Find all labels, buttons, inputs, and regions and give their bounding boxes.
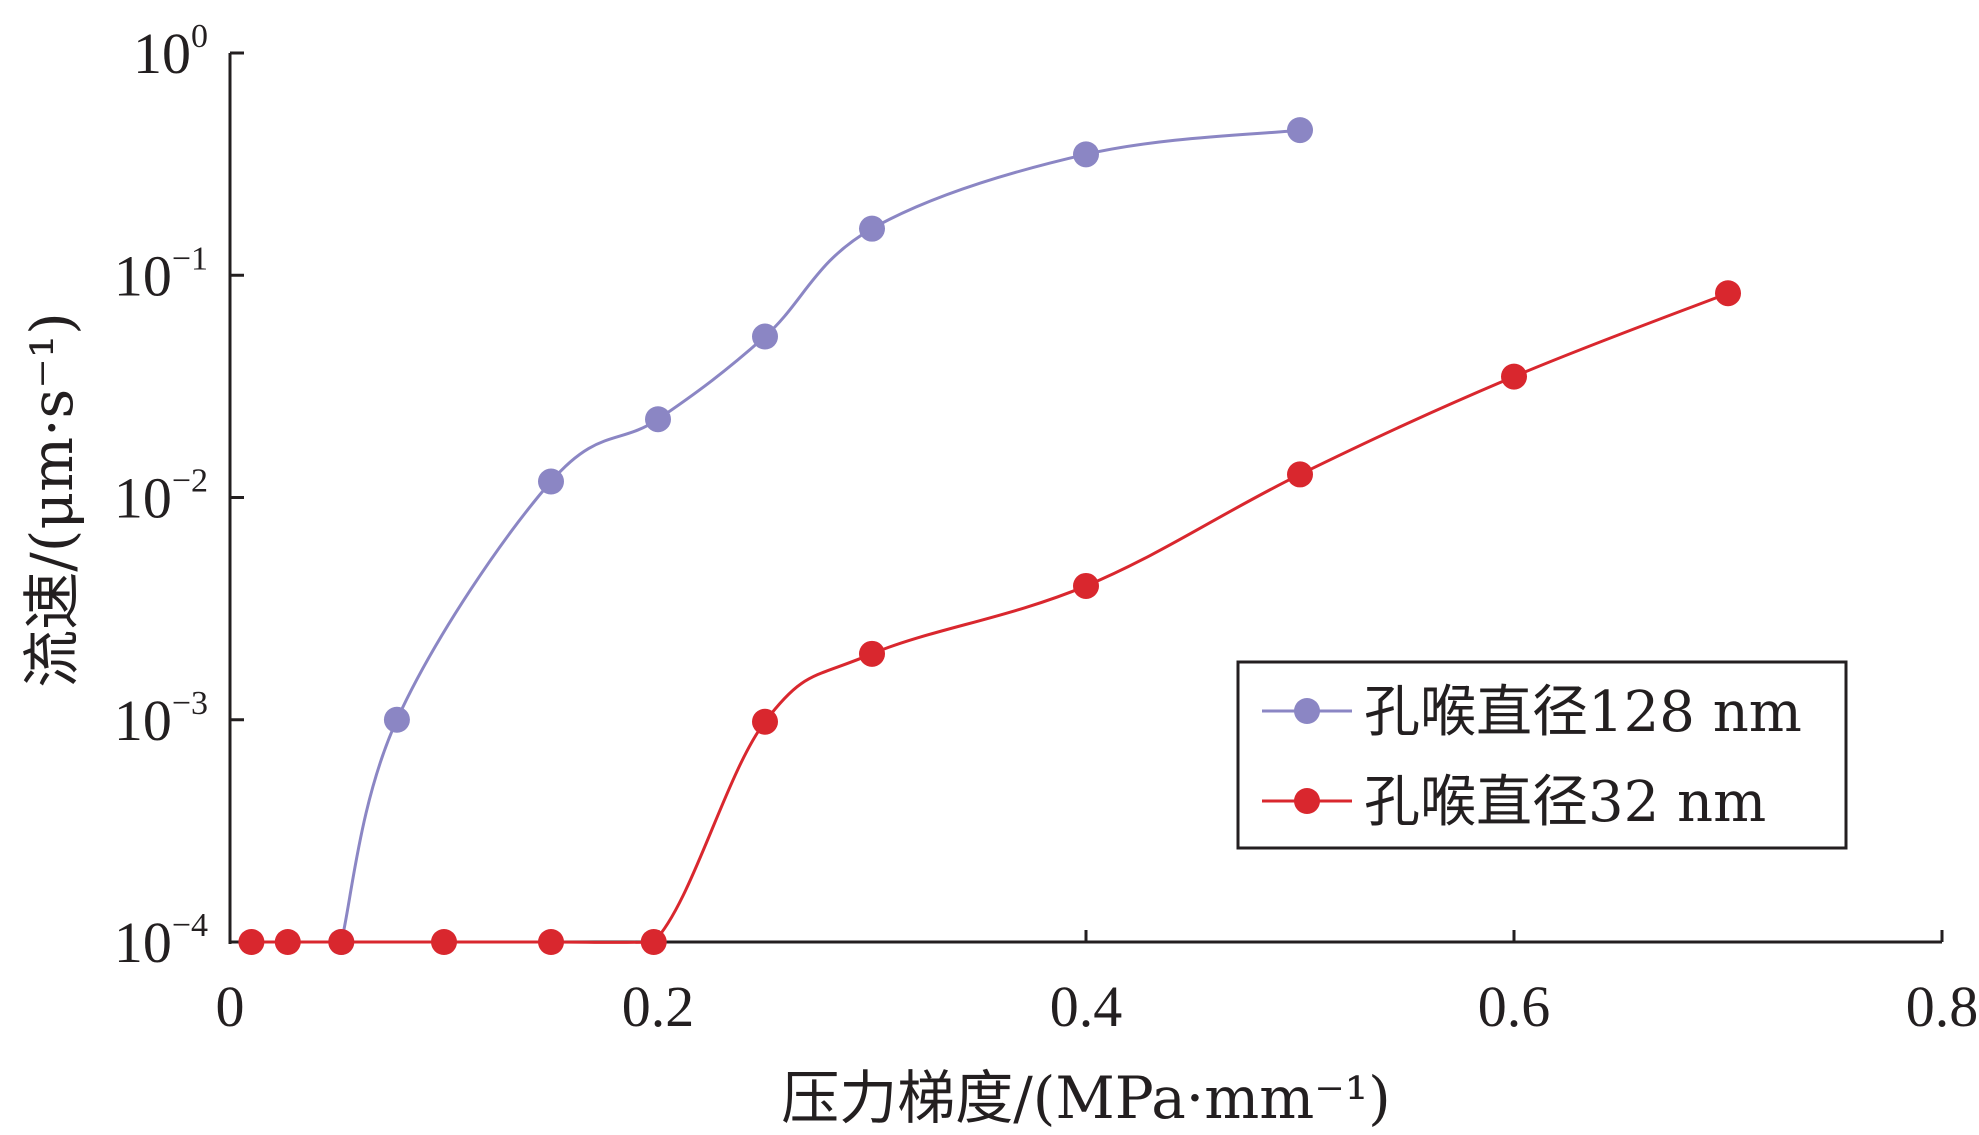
data-point	[640, 929, 667, 955]
data-point	[1073, 141, 1099, 168]
data-point	[383, 706, 410, 733]
y-tick-label: 10−3	[114, 685, 208, 753]
y-axis-title: 流速/(μm·s⁻¹)	[18, 312, 86, 688]
y-tick-label: 10−1	[114, 240, 208, 308]
legend: 孔喉直径128 nm 孔喉直径32 nm	[1236, 660, 1848, 850]
data-point	[859, 215, 885, 242]
x-tick-label: 0.4	[1050, 974, 1123, 1039]
data-point	[752, 708, 778, 735]
data-point	[238, 929, 265, 955]
data-point	[645, 406, 671, 433]
series-1	[328, 117, 1313, 955]
series-2	[238, 280, 1741, 955]
x-tick-label: 0.8	[1906, 974, 1979, 1039]
y-tick-label: 100	[133, 18, 208, 86]
series-line	[339, 128, 1301, 943]
data-point	[1287, 461, 1313, 488]
data-point	[431, 929, 457, 955]
data-point	[752, 323, 778, 350]
data-point	[1715, 280, 1741, 307]
data-point	[328, 929, 355, 955]
x-ticks: 0 0.2 0.4 0.6 0.8	[216, 930, 1979, 1039]
data-point	[274, 929, 301, 955]
legend-label: 孔喉直径128 nm	[1364, 680, 1802, 745]
x-tick-label: 0.6	[1478, 974, 1551, 1039]
legend-box	[1236, 660, 1848, 850]
y-ticks: 100 10−1 10−2 10−3 10−4	[114, 18, 244, 975]
data-point	[1287, 117, 1313, 144]
data-point	[538, 468, 564, 495]
data-point	[859, 640, 885, 667]
series-layer	[238, 117, 1741, 955]
x-tick-label: 0.2	[622, 974, 695, 1039]
x-tick-label: 0	[216, 974, 245, 1039]
legend-label: 孔喉直径32 nm	[1364, 770, 1766, 835]
y-tick-label: 10−4	[114, 907, 208, 975]
series-line	[251, 291, 1729, 944]
y-tick-label: 10−2	[114, 463, 208, 531]
legend-marker	[1294, 788, 1320, 814]
x-axis-title: 压力梯度/(MPa·mm⁻¹)	[781, 1064, 1390, 1132]
data-point	[538, 929, 564, 955]
data-point	[1073, 572, 1099, 599]
legend-marker	[1294, 698, 1320, 724]
legend-item: 孔喉直径128 nm	[1262, 680, 1802, 745]
legend-item: 孔喉直径32 nm	[1262, 770, 1766, 835]
data-point	[1501, 363, 1527, 390]
